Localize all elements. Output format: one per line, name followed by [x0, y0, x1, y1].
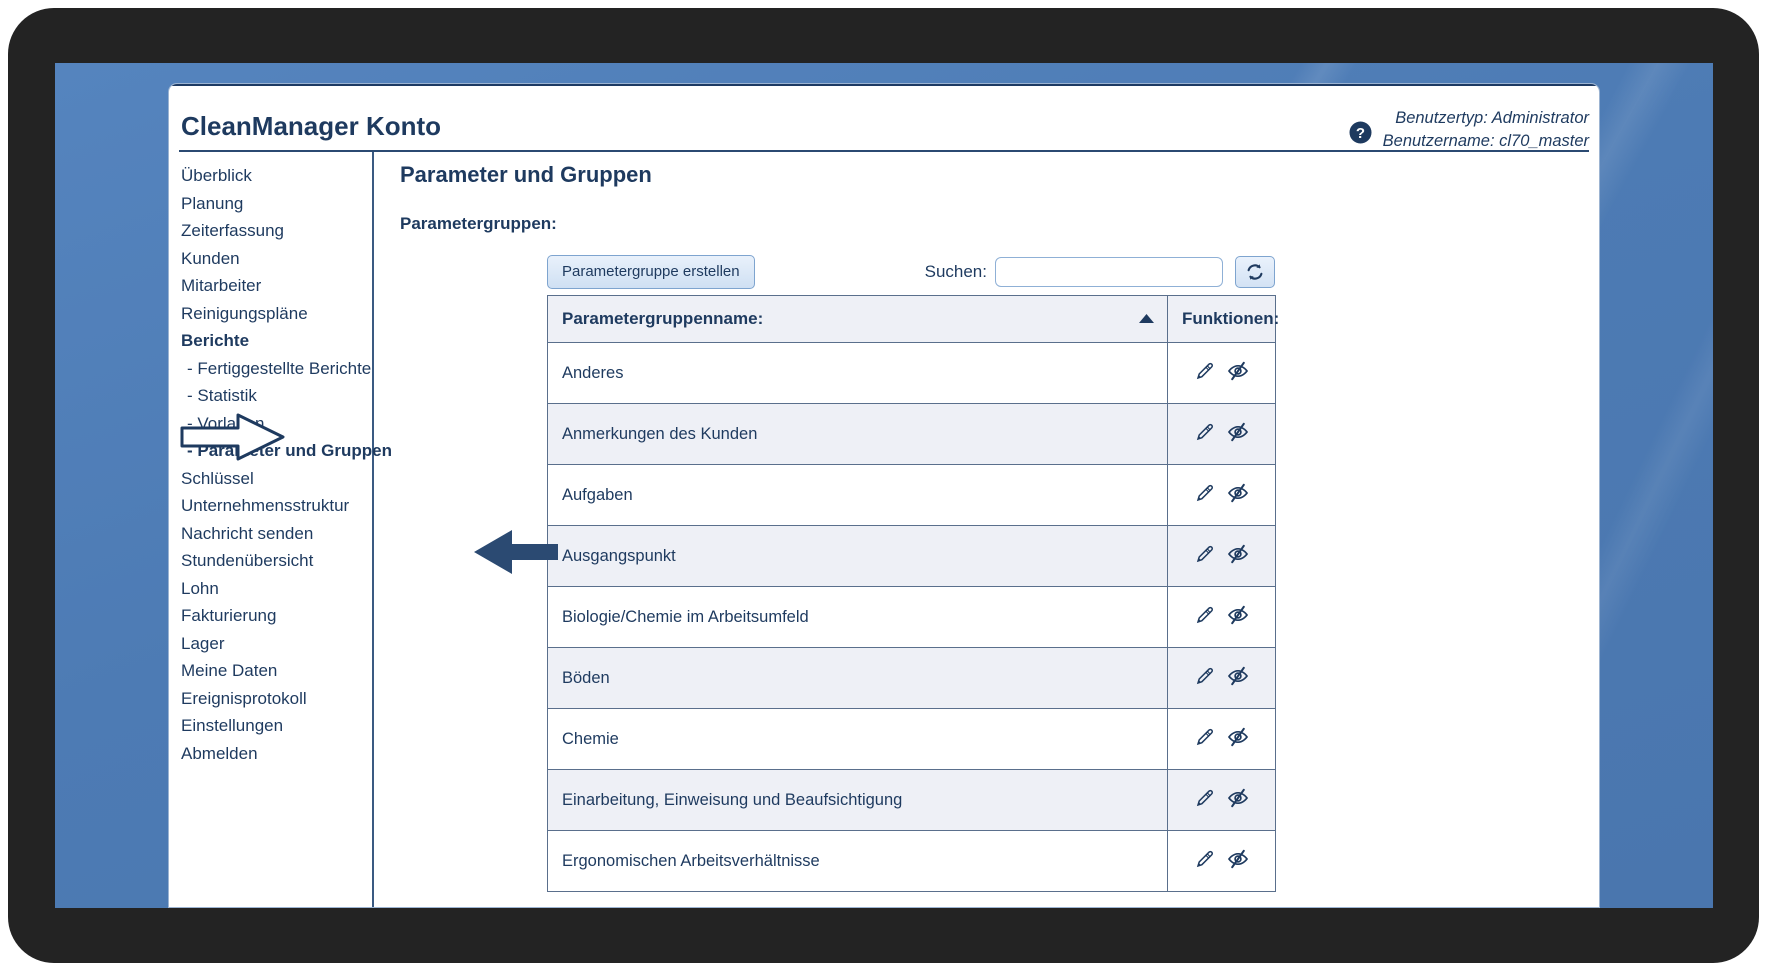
sidebar-item-21[interactable]: Abmelden [181, 743, 258, 763]
section-label: Parametergruppen: [400, 214, 557, 233]
table-row: Einarbeitung, Einweisung und Beaufsichti… [547, 769, 1276, 831]
desktop-background: CleanManager CleanManager Konto ? Benutz… [55, 63, 1713, 908]
annotation-arrow-pointing-right [180, 412, 286, 462]
sidebar-item-13[interactable]: Nachricht senden [181, 523, 314, 543]
cell-group-name: Anderes [547, 342, 1168, 404]
table-row: Chemie [547, 708, 1276, 770]
column-header-name-label: Parametergruppenname: [562, 309, 764, 328]
header-divider [179, 150, 1589, 152]
edit-pencil-icon[interactable] [1194, 482, 1216, 509]
refresh-icon [1247, 264, 1263, 280]
cell-functions [1167, 342, 1276, 404]
cell-functions [1167, 708, 1276, 770]
sidebar-item-12[interactable]: Unternehmensstruktur [181, 496, 350, 515]
sidebar-item-20[interactable]: Einstellungen [181, 716, 284, 735]
page-header: CleanManager Konto ? Benutzertyp: Admini… [169, 84, 1599, 152]
search-input[interactable] [995, 257, 1223, 287]
sidebar-item-18[interactable]: Meine Daten [181, 661, 278, 680]
main-content: Parameter und Gruppen Parametergruppen: … [374, 152, 1599, 907]
edit-pencil-icon[interactable] [1194, 665, 1216, 692]
help-circle-icon[interactable]: ? [1349, 121, 1372, 144]
sidebar-item-3[interactable]: Kunden [181, 248, 240, 268]
sidebar-item-17[interactable]: Lager [181, 633, 225, 653]
sidebar-item-0[interactable]: Überblick [181, 166, 252, 185]
edit-pencil-icon[interactable] [1194, 787, 1216, 814]
table-header: Parametergruppenname: Funktionen: [547, 295, 1280, 343]
sidebar-item-2[interactable]: Zeiterfassung [181, 221, 284, 240]
create-parameter-group-button[interactable]: Parametergruppe erstellen [547, 255, 755, 289]
column-header-functions-label: Funktionen: [1182, 309, 1280, 328]
eye-off-icon[interactable] [1226, 604, 1250, 631]
sidebar-item-4[interactable]: Mitarbeiter [181, 276, 262, 295]
cell-group-name: Böden [547, 647, 1168, 709]
cell-functions [1167, 647, 1276, 709]
eye-off-icon[interactable] [1226, 482, 1250, 509]
eye-off-icon[interactable] [1226, 848, 1250, 875]
edit-pencil-icon[interactable] [1194, 848, 1216, 875]
sidebar-item-1[interactable]: Planung [181, 193, 244, 213]
table-row: Ergonomischen Arbeitsverhältnisse [547, 830, 1276, 892]
cell-functions [1167, 830, 1276, 892]
table-body: Anderes Anmerkungen des Kunden Aufgaben Aus… [547, 342, 1276, 892]
cell-functions [1167, 403, 1276, 465]
window-titlebar: CleanManager [169, 84, 1599, 86]
table-row: Ausgangspunkt [547, 525, 1276, 587]
cell-group-name: Anmerkungen des Kunden [547, 403, 1168, 465]
edit-pencil-icon[interactable] [1194, 360, 1216, 387]
edit-pencil-icon[interactable] [1194, 604, 1216, 631]
table-row: Aufgaben [547, 464, 1276, 526]
user-type: Benutzertyp: Administrator [1395, 109, 1589, 127]
sidebar-navigation: Überblick Planung Zeiterfassung Kunden Mitar… [169, 152, 392, 907]
user-name: Benutzername: cl70_master [1382, 132, 1589, 150]
sidebar-item-6[interactable]: Berichte [181, 331, 250, 350]
page-title: CleanManager Konto [181, 111, 442, 141]
edit-pencil-icon[interactable] [1194, 543, 1216, 570]
column-header-name[interactable]: Parametergruppenname: [547, 295, 1168, 343]
eye-off-icon[interactable] [1226, 787, 1250, 814]
main-heading: Parameter und Gruppen [400, 162, 652, 187]
cell-group-name: Chemie [547, 708, 1168, 770]
user-info: Benutzertyp: Administrator Benutzername:… [1383, 107, 1589, 153]
edit-pencil-icon[interactable] [1194, 726, 1216, 753]
table-row: Anmerkungen des Kunden [547, 403, 1276, 465]
annotation-arrow-pointing-left [472, 528, 560, 576]
eye-off-icon[interactable] [1226, 360, 1250, 387]
cell-functions [1167, 769, 1276, 831]
edit-pencil-icon[interactable] [1194, 421, 1216, 448]
sidebar-item-14[interactable]: Stundenübersicht [181, 551, 314, 570]
svg-text:?: ? [1356, 125, 1365, 142]
cell-functions [1167, 464, 1276, 526]
table-row: Anderes [547, 342, 1276, 404]
cell-functions [1167, 525, 1276, 587]
sidebar-item-7[interactable]: - Fertiggestellte Berichte [187, 358, 372, 378]
content-row: Überblick Planung Zeiterfassung Kunden Mitar… [169, 152, 1599, 907]
eye-off-icon[interactable] [1226, 665, 1250, 692]
table-header-row: Parametergruppenname: Funktionen: [547, 295, 1280, 343]
eye-off-icon[interactable] [1226, 726, 1250, 753]
table-toolbar: Parametergruppe erstellen Suchen: [547, 255, 1275, 295]
parameter-groups-table: Parametergruppenname: Funktionen: [547, 295, 1280, 892]
column-header-functions: Funktionen: [1167, 295, 1280, 343]
refresh-button[interactable] [1235, 256, 1275, 288]
sidebar-item-8[interactable]: - Statistik [187, 386, 257, 405]
sidebar-item-16[interactable]: Fakturierung [181, 606, 277, 625]
cell-group-name: Ergonomischen Arbeitsverhältnisse [547, 830, 1168, 892]
sidebar-item-11[interactable]: Schlüssel [181, 468, 254, 488]
sort-ascending-icon [1138, 309, 1155, 329]
table-row: Biologie/Chemie im Arbeitsumfeld [547, 586, 1276, 648]
cell-group-name: Ausgangspunkt [547, 525, 1168, 587]
cell-functions [1167, 586, 1276, 648]
parameter-groups-panel: Parametergruppe erstellen Suchen: [547, 255, 1280, 892]
search-label: Suchen: [924, 262, 987, 281]
cell-group-name: Einarbeitung, Einweisung und Beaufsichti… [547, 769, 1168, 831]
application-window: CleanManager CleanManager Konto ? Benutz… [168, 83, 1600, 908]
eye-off-icon[interactable] [1226, 421, 1250, 448]
cell-group-name: Aufgaben [547, 464, 1168, 526]
table-row: Böden [547, 647, 1276, 709]
sidebar-item-19[interactable]: Ereignisprotokoll [181, 688, 307, 708]
cell-group-name: Biologie/Chemie im Arbeitsumfeld [547, 586, 1168, 648]
eye-off-icon[interactable] [1226, 543, 1250, 570]
sidebar-item-5[interactable]: Reinigungspläne [181, 303, 308, 323]
sidebar-item-15[interactable]: Lohn [181, 578, 219, 598]
